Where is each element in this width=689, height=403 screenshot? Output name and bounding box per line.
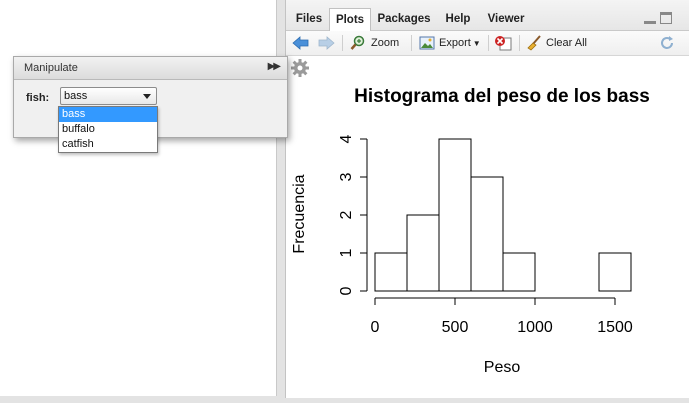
y-tick-label: 4 [338,134,355,143]
tab-viewer[interactable]: Viewer [487,13,525,25]
chart-title: Histograma del peso de los bass [354,86,650,107]
plots-pane: Files Plots Packages Help Viewer Zoom Ex… [285,0,689,398]
y-tick-label: 2 [338,210,355,219]
fish-select-value: bass [64,90,88,102]
toolbar-divider [519,35,520,51]
back-arrow-icon[interactable] [292,34,310,52]
zoom-icon [350,35,365,50]
manipulate-title: Manipulate [24,62,78,74]
x-tick-label: 0 [371,319,380,336]
tab-help[interactable]: Help [445,13,471,25]
clear-all-button[interactable]: Clear All [526,34,587,52]
fish-dropdown-list: bass buffalo catfish [58,106,158,153]
refresh-button[interactable] [659,34,675,52]
y-tick-label: 0 [338,286,355,295]
broom-icon [527,35,541,51]
remove-plot-button[interactable] [494,34,512,52]
dropdown-option-buffalo[interactable]: buffalo [62,123,95,135]
minimize-icon[interactable] [644,14,656,24]
export-button[interactable]: Export ▼ [419,34,481,52]
plot-area: Histograma del peso de los bass 0 500 1000 1… [286,56,689,398]
toolbar-divider [488,35,489,51]
tab-plots[interactable]: Plots [329,8,371,31]
y-axis-label: Frecuencia [291,174,308,253]
maximize-icon[interactable] [660,12,672,24]
refresh-icon [661,36,673,49]
fish-label: fish: [26,92,50,104]
chevron-down-icon: ▼ [472,38,481,48]
histogram-bar [598,252,632,292]
histogram-bar [438,138,472,292]
pane-tabbar: Files Plots Packages Help Viewer [286,0,689,31]
tab-packages[interactable]: Packages [377,13,431,25]
dropdown-option-catfish[interactable]: catfish [62,138,94,150]
x-tick-label: 500 [442,319,469,336]
export-label: Export [439,37,471,49]
y-tick-label: 3 [338,172,355,181]
gear-icon[interactable] [290,58,310,78]
remove-plot-icon [495,36,512,51]
clear-all-label: Clear All [546,37,587,49]
histogram-bar [470,176,504,292]
x-tick-label: 1000 [517,319,553,336]
forward-arrow-icon[interactable] [317,34,335,52]
zoom-button[interactable]: Zoom [350,34,399,52]
collapse-arrows-icon[interactable]: ▶▶ [267,61,281,72]
histogram-bar [502,252,536,292]
tab-files[interactable]: Files [295,13,323,25]
plots-toolbar: Zoom Export ▼ Clear All [286,31,689,56]
histogram-bar [406,214,440,292]
x-tick-label: 1500 [597,319,633,336]
chevron-down-icon [143,94,151,99]
export-image-icon [419,36,435,50]
dropdown-option-bass[interactable]: bass [59,107,157,122]
x-axis-label: Peso [484,359,521,376]
zoom-label: Zoom [371,37,400,49]
fish-select[interactable]: bass [60,87,157,105]
histogram-bar [374,252,408,292]
manipulate-header: Manipulate ▶▶ [14,57,287,80]
toolbar-divider [342,35,343,51]
pane-splitter[interactable] [277,0,285,403]
y-tick-label: 1 [338,248,355,257]
toolbar-divider [411,35,412,51]
histogram-chart: Histograma del peso de los bass 0 500 1000 1… [291,86,650,376]
